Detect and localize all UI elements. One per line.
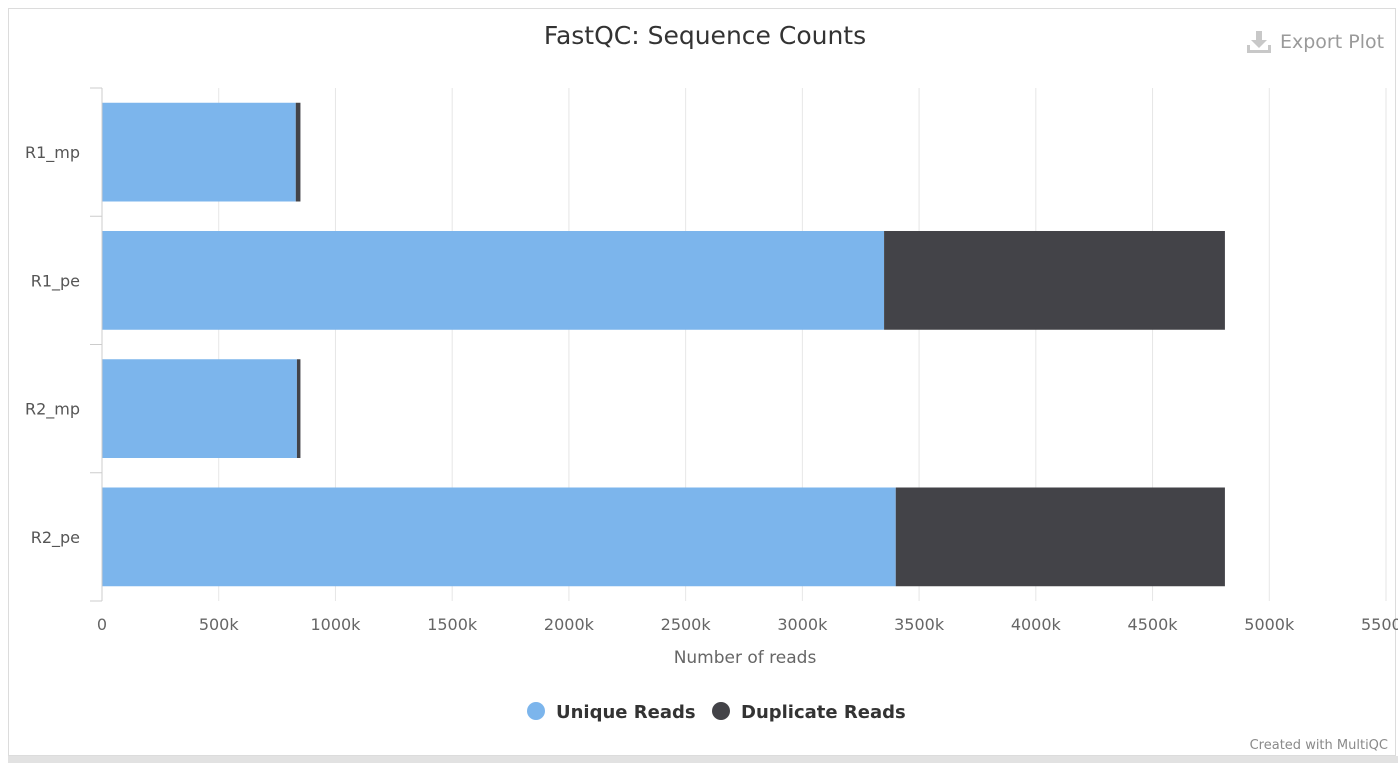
- legend-label-unique-reads[interactable]: Unique Reads: [556, 702, 696, 723]
- bar-duplicate-reads-r1-pe[interactable]: [884, 230, 1225, 330]
- x-tick-label: 1500k: [427, 615, 478, 634]
- x-tick-label: 5500k: [1361, 615, 1398, 634]
- multiqc-credit[interactable]: Created with MultiQC: [1249, 738, 1388, 753]
- x-tick-label: 3500k: [894, 615, 945, 634]
- x-tick-label: 0: [97, 615, 107, 634]
- export-plot-label: Export Plot: [1280, 31, 1385, 53]
- x-tick-label: 4000k: [1011, 615, 1062, 634]
- x-axis-title: Number of reads: [674, 648, 817, 668]
- x-tick-label: 2500k: [661, 615, 712, 634]
- bottom-scrollbar: [8, 756, 1398, 763]
- legend-marker-duplicate-reads[interactable]: [712, 702, 730, 720]
- legend-marker-unique-reads[interactable]: [527, 702, 545, 720]
- category-label: R1_pe: [31, 271, 80, 291]
- x-tick-label: 2000k: [544, 615, 595, 634]
- bar-unique-reads-r1-mp[interactable]: [102, 102, 296, 202]
- legend[interactable]: Unique Reads Duplicate Reads: [527, 702, 906, 723]
- export-plot-button[interactable]: Export Plot: [1246, 28, 1384, 56]
- bar-duplicate-reads-r2-mp[interactable]: [296, 359, 301, 459]
- x-tick-label: 5000k: [1244, 615, 1295, 634]
- x-tick-label: 1000k: [310, 615, 361, 634]
- legend-label-duplicate-reads[interactable]: Duplicate Reads: [741, 702, 906, 723]
- download-icon: [1247, 31, 1271, 53]
- x-tick-label: 500k: [199, 615, 240, 634]
- x-tick-label: 4500k: [1128, 615, 1179, 634]
- bar-unique-reads-r2-pe[interactable]: [102, 487, 896, 587]
- bar-unique-reads-r2-mp[interactable]: [102, 359, 297, 459]
- x-tick-label: 3000k: [777, 615, 828, 634]
- bars: [102, 102, 1225, 587]
- bar-unique-reads-r1-pe[interactable]: [102, 230, 885, 330]
- chart-title: FastQC: Sequence Counts: [544, 21, 866, 50]
- axes: 0 500k 1000k 1500k 2000k 2500k 3000k 3500k 4000k…: [25, 87, 1398, 634]
- category-label: R2_pe: [31, 528, 80, 548]
- category-label: R2_mp: [25, 400, 80, 420]
- bar-duplicate-reads-r1-mp[interactable]: [295, 102, 301, 202]
- bar-duplicate-reads-r2-pe[interactable]: [895, 487, 1225, 587]
- category-label: R1_mp: [25, 143, 80, 163]
